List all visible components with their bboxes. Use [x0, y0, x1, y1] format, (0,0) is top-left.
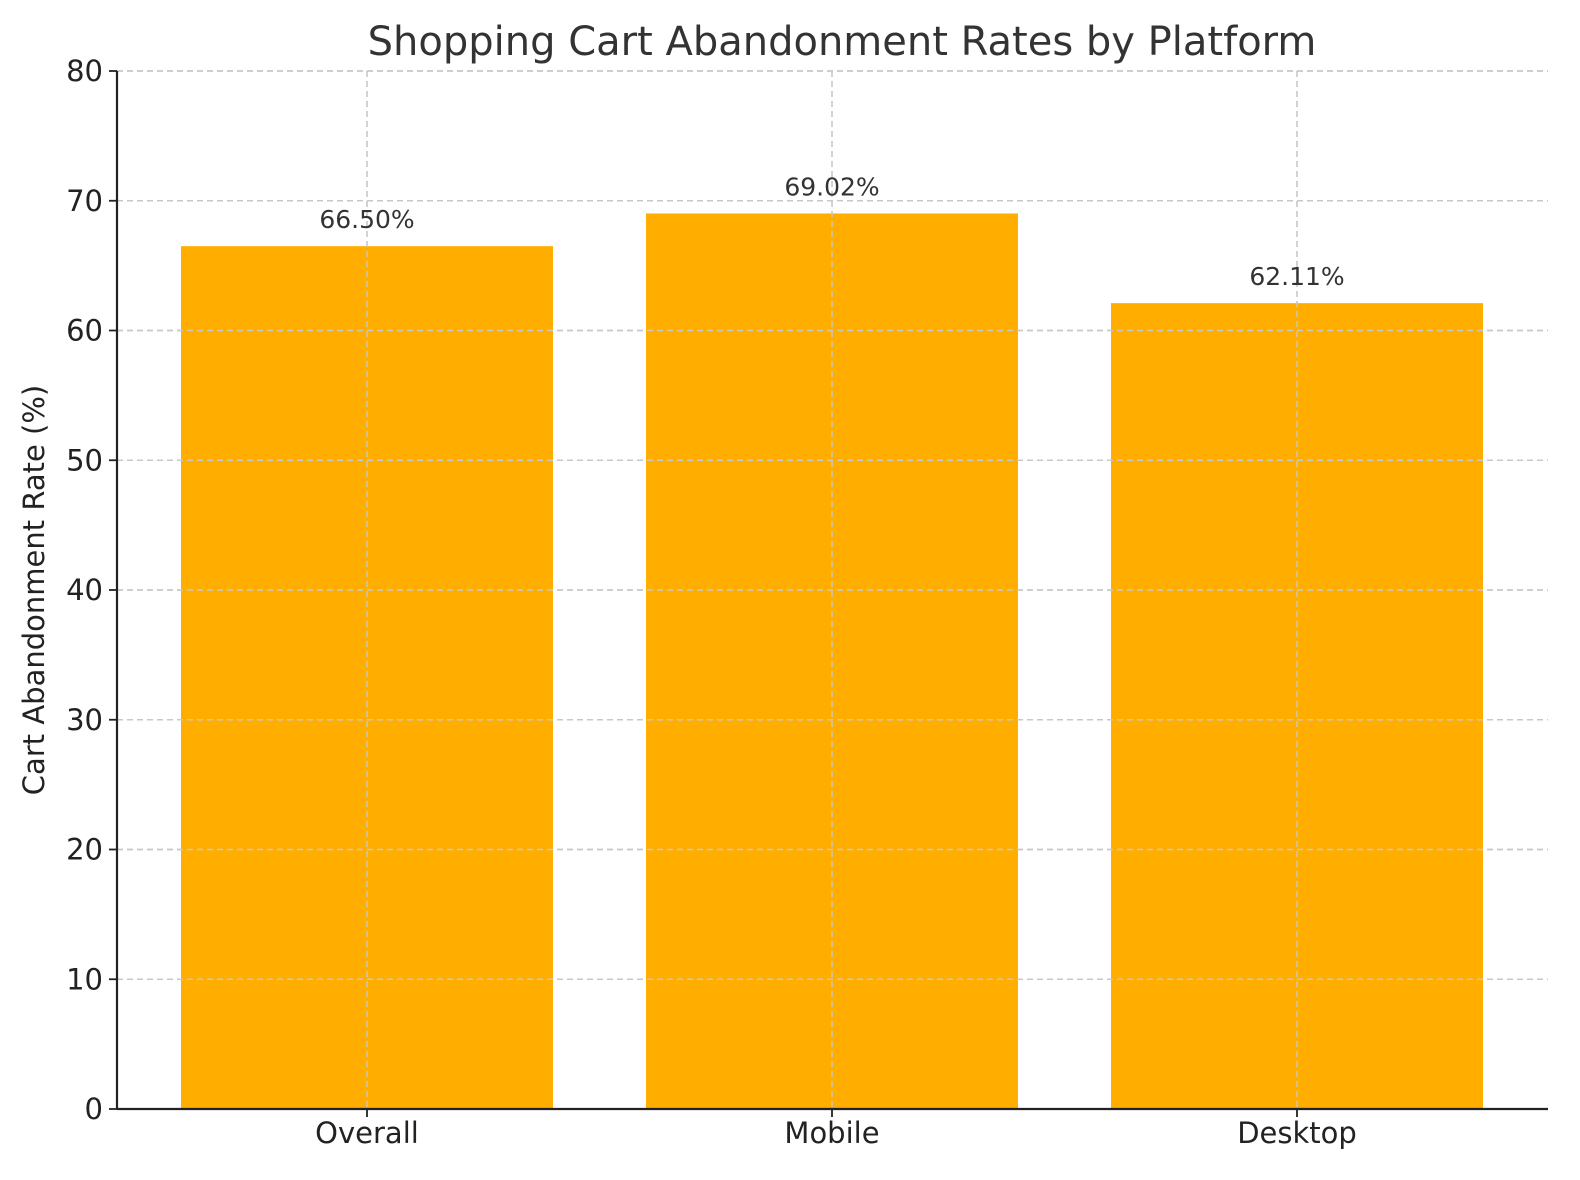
data-label: 62.11% [1249, 262, 1344, 291]
data-label: 69.02% [784, 172, 879, 201]
x-tick-label: Desktop [1237, 1116, 1357, 1150]
y-axis-label: Cart Abandonment Rate (%) [17, 385, 51, 795]
data-label: 66.50% [319, 205, 414, 234]
y-tick-label: 80 [66, 54, 103, 88]
y-tick-label: 60 [66, 314, 103, 348]
y-tick-label: 40 [66, 573, 103, 607]
y-tick-label: 30 [66, 703, 103, 737]
y-tick-label: 50 [66, 443, 103, 477]
labels: 0 10 20 30 40 50 60 70 80 66.50% 69.02% 62.11% Overa… [66, 54, 1357, 1150]
x-tick-label: Mobile [784, 1116, 879, 1150]
y-tick-label: 0 [85, 1092, 103, 1126]
axes [109, 70, 1548, 1117]
y-tick-label: 20 [66, 833, 103, 867]
y-tick-label: 10 [66, 962, 103, 996]
y-tick-label: 70 [66, 184, 103, 218]
x-tick-label: Overall [315, 1116, 419, 1150]
bars [117, 70, 1548, 1110]
chart-title: Shopping Cart Abandonment Rates by Platf… [368, 19, 1317, 65]
